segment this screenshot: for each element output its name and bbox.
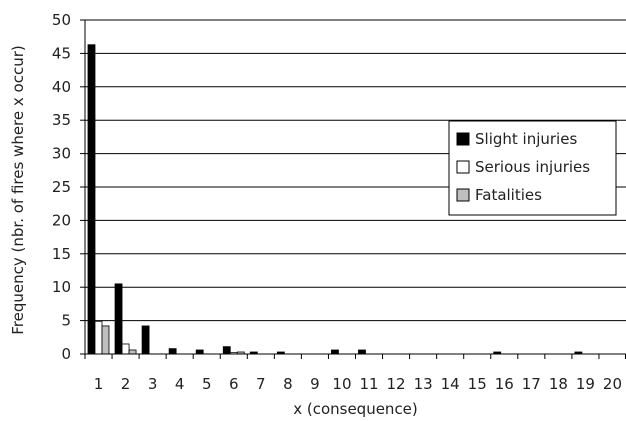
x-axis-title: x (consequence) xyxy=(293,400,418,418)
bar-slight-injuries xyxy=(358,349,366,355)
y-axis-title: Frequency (nbr. of fires where x occur) xyxy=(9,45,27,334)
x-tick-label: 12 xyxy=(387,375,406,393)
bar-serious-injuries xyxy=(94,320,103,355)
y-tick-label: 10 xyxy=(52,278,71,296)
bar-slight-injuries xyxy=(87,44,96,355)
legend-label: Slight injuries xyxy=(475,130,577,148)
y-tick-label: 50 xyxy=(52,11,71,29)
legend-box xyxy=(448,120,617,216)
x-tick-label: 16 xyxy=(495,375,514,393)
x-tick-label: 2 xyxy=(121,375,131,393)
y-tick-label: 40 xyxy=(52,78,71,96)
x-tick-label: 17 xyxy=(522,375,541,393)
bar-slight-injuries xyxy=(331,349,339,355)
x-tick-label: 11 xyxy=(359,375,378,393)
x-tick-label: 14 xyxy=(441,375,460,393)
x-tick-label: 15 xyxy=(468,375,487,393)
legend-swatch xyxy=(456,188,470,202)
y-tick-label: 25 xyxy=(52,178,71,196)
bar-slight-injuries xyxy=(114,283,123,355)
y-tick-label: 30 xyxy=(52,145,71,163)
bar-slight-injuries xyxy=(141,325,150,355)
grid-lines xyxy=(85,19,626,322)
y-tick-label: 0 xyxy=(61,345,71,363)
x-tick-label: 3 xyxy=(148,375,158,393)
x-tick-label: 8 xyxy=(283,375,293,393)
x-tick-label: 4 xyxy=(175,375,185,393)
y-tick-label: 45 xyxy=(52,44,71,62)
bar-serious-injuries xyxy=(121,343,130,355)
x-tick-label: 18 xyxy=(549,375,568,393)
y-tick-label: 15 xyxy=(52,245,71,263)
y-tick-label: 35 xyxy=(52,111,71,129)
y-tick-label: 20 xyxy=(52,211,71,229)
bar-slight-injuries xyxy=(222,346,231,355)
legend-label: Fatalities xyxy=(475,186,542,204)
x-tick-label: 6 xyxy=(229,375,239,393)
legend: Slight injuries Serious injuries Fatalitie… xyxy=(448,120,617,216)
x-tick-label: 1 xyxy=(94,375,104,393)
legend-swatch xyxy=(456,160,470,174)
bar-slight-injuries xyxy=(168,348,177,355)
x-tick-label: 13 xyxy=(414,375,433,393)
x-tick-label: 9 xyxy=(310,375,320,393)
x-tick-label: 20 xyxy=(603,375,622,393)
x-tick-labels: 1 2 3 4 5 6 7 8 9 10 11 12 13 14 15 16 17 18 19 20 xyxy=(84,354,626,393)
legend-swatch xyxy=(456,132,470,146)
bar-fatalities xyxy=(128,349,137,355)
x-tick-label: 10 xyxy=(332,375,351,393)
x-tick-label: 7 xyxy=(256,375,266,393)
y-tick-label: 5 xyxy=(61,312,71,330)
bar-slight-injuries xyxy=(195,349,204,355)
bar-fatalities xyxy=(101,325,110,355)
x-tick-label: 5 xyxy=(202,375,212,393)
legend-label: Serious injuries xyxy=(475,158,590,176)
y-tick-labels: 0 5 10 15 20 25 30 35 40 45 50 xyxy=(52,11,85,363)
bars xyxy=(87,44,583,355)
x-tick-label: 19 xyxy=(576,375,595,393)
